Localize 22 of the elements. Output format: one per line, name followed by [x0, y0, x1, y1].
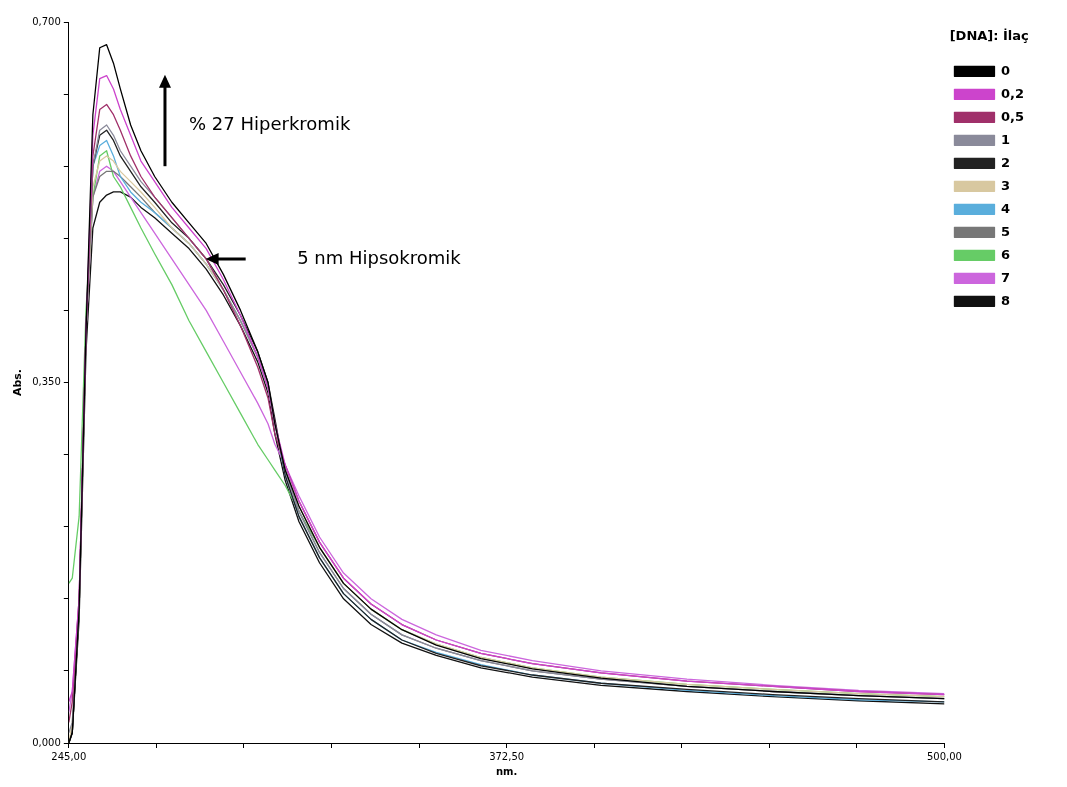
x-axis-title: nm. — [495, 765, 518, 777]
y-tick-label: 0,000 — [32, 736, 61, 748]
x-tick-label: 245,00 — [51, 750, 87, 762]
legend-title: [DNA]: İlaç — [949, 27, 1029, 43]
x-tick-label: 500,00 — [926, 750, 962, 762]
legend-label: 3 — [1000, 177, 1011, 193]
y-axis-title: Abs. — [11, 368, 25, 397]
legend-label: 7 — [1000, 269, 1011, 285]
legend-label: 6 — [1000, 246, 1011, 262]
y-tick-label: 0,350 — [32, 376, 61, 388]
legend-label: 1 — [1000, 131, 1011, 147]
legend-label: 0 — [1000, 62, 1011, 78]
y-tick-label: 0,700 — [32, 15, 61, 27]
legend-label: 0,5 — [1000, 108, 1024, 124]
legend-label: 2 — [1000, 154, 1011, 170]
legend-label: 0,2 — [1000, 85, 1024, 101]
annotation: % 27 Hiperkromik — [189, 112, 351, 134]
legend-label: 5 — [1000, 223, 1011, 239]
x-tick-label: 372,50 — [489, 750, 525, 762]
legend-label: 8 — [1000, 292, 1011, 308]
annotation: 5 nm Hipsokromik — [297, 246, 462, 268]
legend-label: 4 — [1000, 200, 1011, 216]
